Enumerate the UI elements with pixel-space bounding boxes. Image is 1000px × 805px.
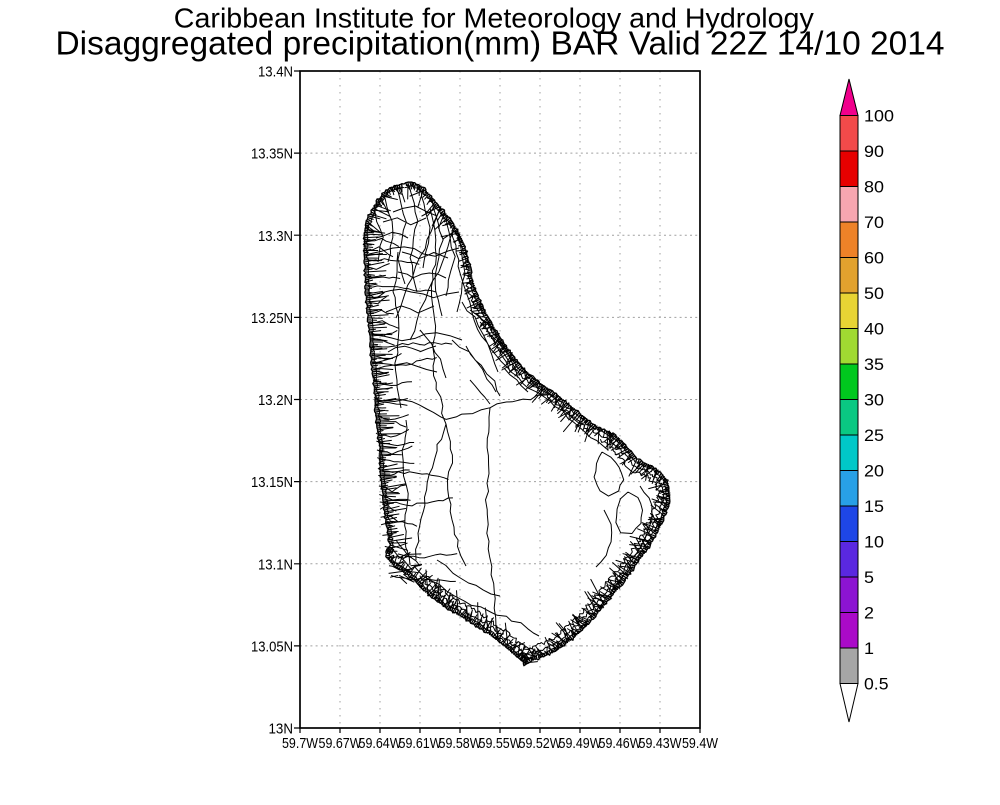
svg-text:13.05N: 13.05N <box>251 639 293 656</box>
svg-text:20: 20 <box>864 463 884 481</box>
svg-text:1: 1 <box>864 640 874 658</box>
svg-text:13.35N: 13.35N <box>251 146 293 163</box>
svg-text:59.46W: 59.46W <box>599 735 643 752</box>
svg-text:59.55W: 59.55W <box>479 735 523 752</box>
svg-text:59.52W: 59.52W <box>519 735 563 752</box>
svg-text:59.7W: 59.7W <box>282 735 319 752</box>
svg-text:59.64W: 59.64W <box>359 735 403 752</box>
svg-text:5: 5 <box>864 569 874 587</box>
svg-text:0.5: 0.5 <box>864 676 889 694</box>
svg-text:59.61W: 59.61W <box>399 735 443 752</box>
svg-text:13.3N: 13.3N <box>258 228 293 245</box>
svg-text:60: 60 <box>864 250 884 268</box>
svg-text:100: 100 <box>864 108 894 126</box>
svg-text:25: 25 <box>864 427 884 445</box>
svg-text:13.4N: 13.4N <box>258 64 293 81</box>
svg-text:80: 80 <box>864 179 884 197</box>
svg-text:35: 35 <box>864 356 884 374</box>
svg-text:13.1N: 13.1N <box>258 556 293 573</box>
svg-text:90: 90 <box>864 143 884 161</box>
svg-text:59.58W: 59.58W <box>439 735 483 752</box>
svg-text:13N: 13N <box>269 721 294 738</box>
svg-text:10: 10 <box>864 534 884 552</box>
svg-text:59.67W: 59.67W <box>319 735 363 752</box>
svg-text:Caribbean Institute for Meteor: Caribbean Institute for Meteorology and … <box>174 3 814 34</box>
svg-text:15: 15 <box>864 498 884 516</box>
svg-text:59.49W: 59.49W <box>559 735 603 752</box>
svg-text:40: 40 <box>864 321 884 339</box>
svg-text:30: 30 <box>864 392 884 410</box>
svg-text:70: 70 <box>864 214 884 232</box>
svg-text:13.15N: 13.15N <box>251 474 293 491</box>
svg-text:59.43W: 59.43W <box>639 735 683 752</box>
svg-text:13.2N: 13.2N <box>258 392 293 409</box>
svg-text:50: 50 <box>864 285 884 303</box>
svg-text:13.25N: 13.25N <box>251 310 293 327</box>
svg-text:2: 2 <box>864 605 874 623</box>
svg-text:Disaggregated precipitation(mm: Disaggregated precipitation(mm) BAR Vali… <box>56 25 945 62</box>
svg-text:59.4W: 59.4W <box>682 735 719 752</box>
